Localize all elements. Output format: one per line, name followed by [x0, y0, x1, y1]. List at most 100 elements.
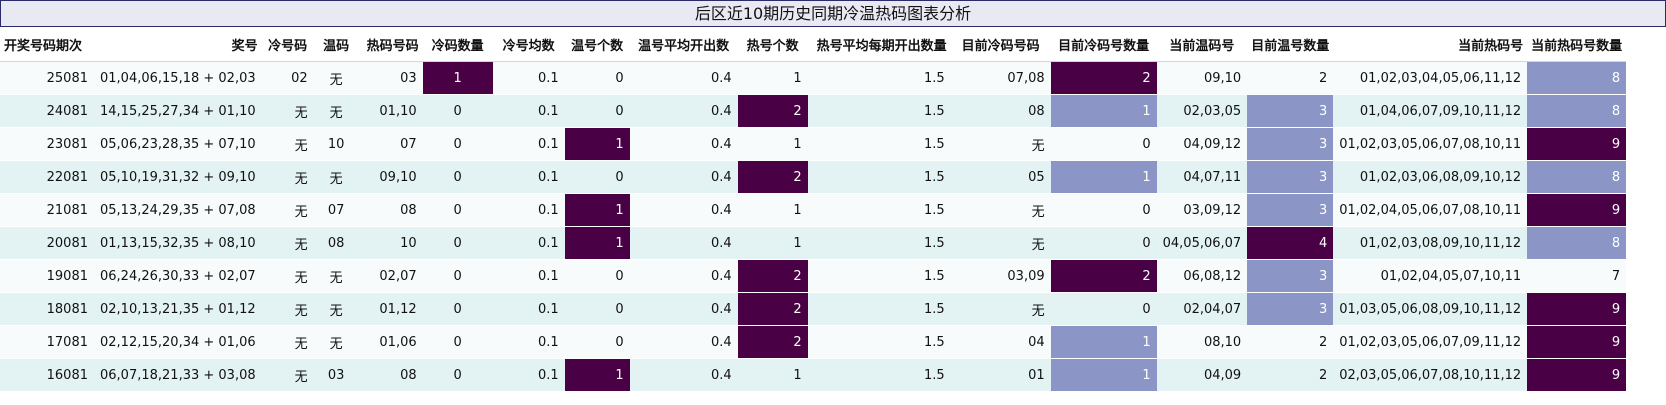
cell-current-hot-numbers: 01,02,03,06,08,09,10,12: [1333, 160, 1528, 194]
cell-current-warm-count: 3: [1247, 160, 1334, 194]
header-row: 开奖号码期次 奖号 冷号码 温码 热码号码 冷码数量 冷号均数 温号个数 温号平均开出数 热号个数…: [0, 27, 1627, 62]
cell-hot-avg: 1.5: [807, 127, 951, 161]
cell-current-warm-count: 3: [1247, 259, 1334, 293]
cell-warm-numbers: 无: [313, 325, 359, 359]
cell-draw-period: 23081: [0, 127, 94, 161]
cell-current-hot-numbers: 01,02,03,08,09,10,11,12: [1333, 226, 1528, 260]
cell-current-cold-count: 2: [1050, 61, 1157, 95]
cell-current-warm-numbers: 02,04,07: [1156, 292, 1248, 326]
header-current-hot-numbers: 当前热码号: [1333, 27, 1528, 62]
cell-current-warm-numbers: 04,09: [1156, 358, 1248, 392]
cell-winning-numbers: 14,15,25,27,34 + 01,10: [94, 94, 262, 128]
header-warm-count: 温号个数: [564, 27, 630, 62]
cell-cold-count: 0: [422, 358, 493, 392]
cell-warm-count: 1: [564, 226, 630, 260]
cell-cold-avg: 0.1: [492, 226, 565, 260]
cell-winning-numbers: 05,13,24,29,35 + 07,08: [94, 193, 262, 227]
cell-current-hot-numbers: 01,04,06,07,09,10,11,12: [1333, 94, 1528, 128]
table-row: 18081 02,10,13,21,35 + 01,12 无无 01,12 0 0.1 0 0…: [0, 292, 1627, 326]
cell-cold-count: 1: [422, 61, 493, 95]
cell-warm-avg: 0.4: [629, 160, 738, 194]
cell-cold-numbers: 无: [261, 226, 314, 260]
cell-current-cold-count: 0: [1050, 292, 1157, 326]
cell-current-hot-numbers: 01,02,03,04,05,06,11,12: [1333, 61, 1528, 95]
cell-hot-avg: 1.5: [807, 292, 951, 326]
cell-warm-count: 1: [564, 358, 630, 392]
cell-current-cold-count: 2: [1050, 259, 1157, 293]
cell-winning-numbers: 01,13,15,32,35 + 08,10: [94, 226, 262, 260]
table-row: 25081 01,04,06,15,18 + 02,03 02 无 03 1 0.1 0 0.4…: [0, 61, 1627, 95]
cell-hot-avg: 1.5: [807, 61, 951, 95]
cell-cold-avg: 0.1: [492, 193, 565, 227]
cell-current-hot-numbers: 01,02,03,05,06,07,09,11,12: [1333, 325, 1528, 359]
cell-cold-avg: 0.1: [492, 160, 565, 194]
cell-draw-period: 18081: [0, 292, 94, 326]
cell-warm-avg: 0.4: [629, 358, 738, 392]
cell-current-warm-numbers: 02,03,05: [1156, 94, 1248, 128]
header-hot-count: 热号个数: [737, 27, 808, 62]
cell-cold-numbers: 无: [261, 358, 314, 392]
cell-cold-count: 0: [422, 226, 493, 260]
table-row: 24081 14,15,25,27,34 + 01,10 无无 01,10 0 0.1 0 0…: [0, 94, 1627, 128]
cell-current-hot-count: 8: [1527, 226, 1627, 260]
table-row: 16081 06,07,18,21,33 + 03,08 无 03 08 0 0.1 1 0.4…: [0, 358, 1627, 392]
cell-current-cold-numbers: 08: [950, 94, 1051, 128]
cell-current-cold-count: 0: [1050, 127, 1157, 161]
cell-draw-period: 17081: [0, 325, 94, 359]
cell-warm-numbers: 无: [313, 259, 359, 293]
cell-current-hot-count: 8: [1527, 160, 1627, 194]
cell-warm-numbers: 07: [313, 193, 359, 227]
cell-warm-count: 0: [564, 94, 630, 128]
table-row: 22081 05,10,19,31,32 + 09,10 无无 09,10 0 0.1 0 0…: [0, 160, 1627, 194]
cell-cold-avg: 0.1: [492, 94, 565, 128]
header-current-hot-count: 当前热码号数量: [1527, 27, 1627, 62]
cell-warm-count: 0: [564, 61, 630, 95]
cell-current-warm-count: 2: [1247, 325, 1334, 359]
cell-warm-count: 0: [564, 160, 630, 194]
header-cold-numbers: 冷号码: [261, 27, 314, 62]
cell-hot-avg: 1.5: [807, 193, 951, 227]
header-warm-numbers: 温码: [313, 27, 359, 62]
cell-current-hot-numbers: 01,02,03,05,06,07,08,10,11: [1333, 127, 1528, 161]
cell-warm-count: 1: [564, 193, 630, 227]
cell-winning-numbers: 02,10,13,21,35 + 01,12: [94, 292, 262, 326]
table-row: 21081 05,13,24,29,35 + 07,08 无 07 08 0 0.1 1 0.4…: [0, 193, 1627, 227]
cell-hot-count: 2: [737, 292, 808, 326]
cell-cold-numbers: 无: [261, 160, 314, 194]
cell-current-hot-count: 9: [1527, 193, 1627, 227]
cell-current-warm-numbers: 09,10: [1156, 61, 1248, 95]
report-title: 后区近10期历史同期冷温热码图表分析: [0, 0, 1666, 27]
cell-hot-numbers: 07: [358, 127, 423, 161]
cell-warm-count: 0: [564, 325, 630, 359]
cell-cold-numbers: 无: [261, 325, 314, 359]
cell-current-cold-count: 0: [1050, 226, 1157, 260]
cell-hot-numbers: 01,12: [358, 292, 423, 326]
cell-cold-numbers: 02: [261, 61, 314, 95]
cell-cold-count: 0: [422, 94, 493, 128]
cell-cold-count: 0: [422, 160, 493, 194]
cell-hot-count: 1: [737, 358, 808, 392]
cell-hot-numbers: 10: [358, 226, 423, 260]
cell-warm-numbers: 无: [313, 160, 359, 194]
cell-current-hot-count: 9: [1527, 358, 1627, 392]
cell-hot-count: 2: [737, 160, 808, 194]
cell-current-hot-numbers: 01,03,05,06,08,09,10,11,12: [1333, 292, 1528, 326]
cell-warm-numbers: 无: [313, 94, 359, 128]
cell-current-warm-numbers: 04,07,11: [1156, 160, 1248, 194]
cell-hot-avg: 1.5: [807, 325, 951, 359]
cell-current-warm-count: 2: [1247, 61, 1334, 95]
cell-hot-count: 2: [737, 94, 808, 128]
header-current-cold-numbers: 目前冷码号码: [950, 27, 1051, 62]
table-row: 23081 05,06,23,28,35 + 07,10 无 10 07 0 0.1 1 0.4…: [0, 127, 1627, 161]
data-table: 开奖号码期次 奖号 冷号码 温码 热码号码 冷码数量 冷号均数 温号个数 温号平均开出数 热号个数…: [0, 27, 1627, 392]
header-winning-numbers: 奖号: [94, 27, 262, 62]
cell-current-cold-numbers: 01: [950, 358, 1051, 392]
cell-warm-numbers: 03: [313, 358, 359, 392]
cell-warm-numbers: 无: [313, 61, 359, 95]
header-hot-numbers: 热码号码: [358, 27, 423, 62]
cell-hot-numbers: 08: [358, 193, 423, 227]
cell-warm-avg: 0.4: [629, 61, 738, 95]
header-cold-count: 冷码数量: [422, 27, 493, 62]
cell-current-cold-count: 1: [1050, 94, 1157, 128]
